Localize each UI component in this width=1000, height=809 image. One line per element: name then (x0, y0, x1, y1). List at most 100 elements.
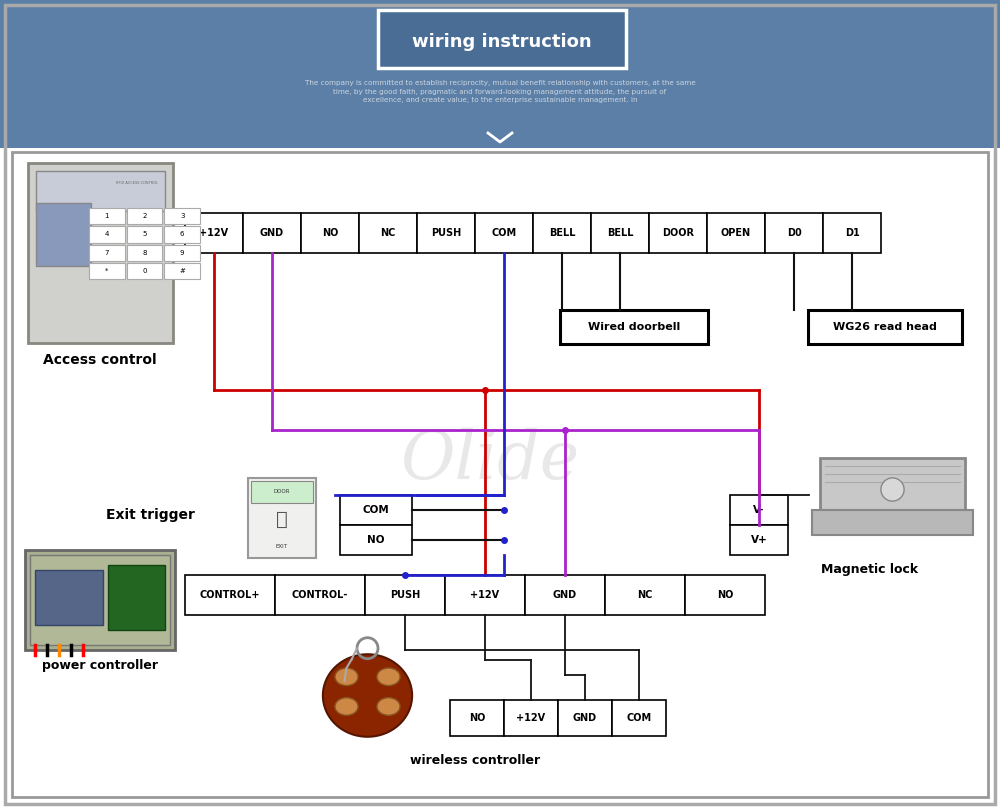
Bar (820, 458, 965, 516)
Bar (450, 700, 504, 736)
Bar (591, 213, 649, 253)
Text: Exit trigger: Exit trigger (106, 508, 194, 522)
Circle shape (881, 478, 904, 501)
Text: NO: NO (717, 590, 733, 600)
Text: NO: NO (469, 713, 485, 723)
Bar (36, 202, 91, 265)
Text: OPEN: OPEN (721, 228, 751, 238)
Bar (612, 700, 666, 736)
Text: 1: 1 (105, 213, 109, 219)
Bar (525, 575, 605, 615)
Text: NO: NO (367, 535, 385, 545)
Bar (504, 700, 558, 736)
Text: PUSH: PUSH (390, 590, 420, 600)
Bar (248, 478, 316, 558)
Ellipse shape (377, 697, 400, 715)
Bar (35, 570, 103, 625)
Text: NO: NO (322, 228, 338, 238)
Bar (823, 213, 881, 253)
Text: Wired doorbell: Wired doorbell (588, 322, 680, 332)
Text: V+: V+ (751, 535, 767, 545)
Ellipse shape (335, 668, 358, 685)
Bar (649, 213, 707, 253)
Bar (378, 10, 626, 68)
Text: BELL: BELL (549, 228, 575, 238)
Bar (185, 575, 275, 615)
Text: D0: D0 (787, 228, 801, 238)
Bar (89, 263, 125, 279)
Bar (127, 244, 162, 260)
Bar (301, 213, 359, 253)
Text: D1: D1 (845, 228, 859, 238)
Text: 0: 0 (142, 268, 147, 274)
Text: 3: 3 (180, 213, 184, 219)
Bar (251, 481, 313, 503)
Ellipse shape (323, 654, 412, 737)
Bar (0, 0, 1000, 148)
Bar (340, 495, 412, 525)
Text: Olide: Olide (400, 427, 580, 493)
Bar (127, 263, 162, 279)
Text: RFID ACCESS CONTROL: RFID ACCESS CONTROL (116, 180, 158, 184)
Bar (730, 495, 788, 525)
Text: NC: NC (380, 228, 396, 238)
Bar (359, 213, 417, 253)
Text: GND: GND (553, 590, 577, 600)
Bar (558, 700, 612, 736)
Bar (127, 227, 162, 243)
Bar (685, 575, 765, 615)
Text: *: * (105, 268, 108, 274)
Text: 5: 5 (142, 231, 147, 237)
Bar (533, 213, 591, 253)
Bar (185, 213, 243, 253)
Text: NC: NC (637, 590, 653, 600)
Bar (812, 510, 973, 536)
Ellipse shape (335, 697, 358, 715)
Text: 8: 8 (142, 250, 147, 256)
Bar (808, 310, 962, 344)
Text: wiring instruction: wiring instruction (412, 33, 592, 51)
Bar (730, 525, 788, 555)
Bar (365, 575, 445, 615)
Text: DOOR: DOOR (662, 228, 694, 238)
Bar (89, 208, 125, 224)
Text: DOOR: DOOR (274, 489, 290, 494)
Bar (164, 244, 200, 260)
Bar (243, 213, 301, 253)
Bar (340, 525, 412, 555)
Text: 2: 2 (142, 213, 147, 219)
Bar (417, 213, 475, 253)
Text: #: # (179, 268, 185, 274)
Text: BELL: BELL (607, 228, 633, 238)
Bar (12, 152, 988, 797)
Bar (127, 208, 162, 224)
Bar (30, 555, 170, 645)
Text: CONTROL+: CONTROL+ (200, 590, 260, 600)
Bar (164, 263, 200, 279)
Text: COM: COM (626, 713, 652, 723)
Text: WG26 read head: WG26 read head (833, 322, 937, 332)
Text: EXIT: EXIT (276, 544, 288, 549)
Text: wireless controller: wireless controller (410, 753, 540, 766)
Text: +12V: +12V (516, 713, 546, 723)
Bar (36, 171, 165, 210)
Text: power controller: power controller (42, 659, 158, 671)
Text: 6: 6 (180, 231, 184, 237)
Text: V-: V- (753, 505, 765, 515)
Text: +12V: +12V (470, 590, 500, 600)
Text: CONTROL-: CONTROL- (292, 590, 348, 600)
Bar (28, 163, 173, 343)
Text: Access control: Access control (43, 353, 157, 367)
Text: COM: COM (363, 505, 389, 515)
Bar (707, 213, 765, 253)
Text: 4: 4 (105, 231, 109, 237)
Ellipse shape (377, 668, 400, 685)
Text: 7: 7 (105, 250, 109, 256)
Bar (765, 213, 823, 253)
Bar (275, 575, 365, 615)
Text: GND: GND (260, 228, 284, 238)
Bar (25, 550, 175, 650)
Text: 9: 9 (180, 250, 184, 256)
Text: GND: GND (573, 713, 597, 723)
Bar (445, 575, 525, 615)
